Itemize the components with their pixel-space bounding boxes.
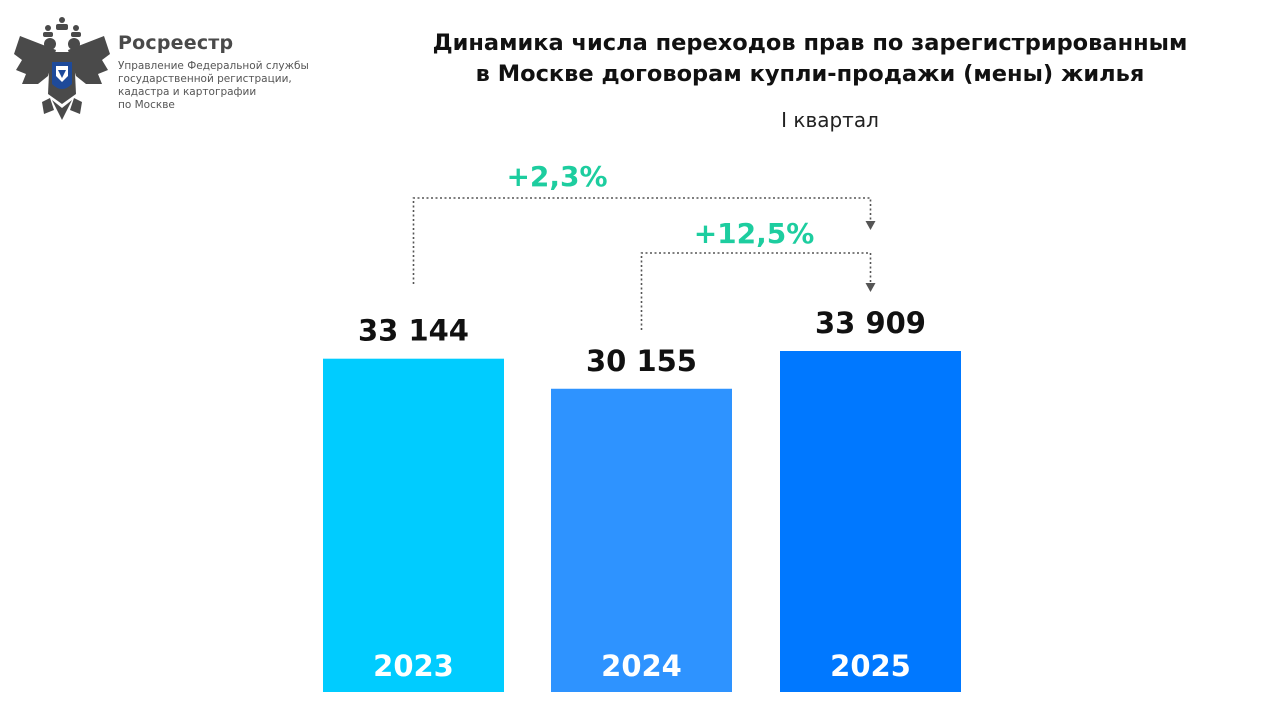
category-label-2023: 2023 <box>373 649 454 683</box>
chart-title: Динамика числа переходов прав по зарегис… <box>380 28 1240 90</box>
organization-name: Росреестр <box>118 32 234 54</box>
change-arrowhead-2023-2025 <box>865 221 876 230</box>
value-label-2023: 33 144 <box>358 314 469 348</box>
change-label-2023-2025: +2,3% <box>506 160 607 193</box>
rosreestr-emblem-logo <box>12 14 112 122</box>
value-label-2024: 30 155 <box>586 344 697 378</box>
value-label-2025: 33 909 <box>815 306 926 340</box>
change-label-2024-2025: +12,5% <box>694 217 815 250</box>
bar-2023 <box>323 358 504 692</box>
organization-description-line: по Москве <box>118 99 175 111</box>
organization-description-line: государственной регистрации, <box>118 73 292 85</box>
category-label-2024: 2024 <box>601 649 682 683</box>
chart-title-line: в Москве договорам купли-продажи (мены) … <box>475 61 1145 87</box>
organization-description: Управление Федеральной службы государств… <box>118 60 333 112</box>
change-arrowhead-2024-2025 <box>865 283 876 292</box>
chart-subtitle: I квартал <box>781 108 879 132</box>
change-bracket-2024-2025 <box>640 252 872 330</box>
organization-description-line: Управление Федеральной службы <box>118 60 309 72</box>
bar-2025 <box>780 351 961 692</box>
organization-description-line: кадастра и картографии <box>118 86 257 98</box>
category-label-2025: 2025 <box>830 649 911 683</box>
bar-2024 <box>551 388 732 692</box>
chart-title-line: Динамика числа переходов прав по зарегис… <box>432 30 1188 56</box>
organization-block: Росреестр Управление Федеральной службы … <box>118 32 333 112</box>
change-bracket-2023-2025 <box>412 197 872 284</box>
